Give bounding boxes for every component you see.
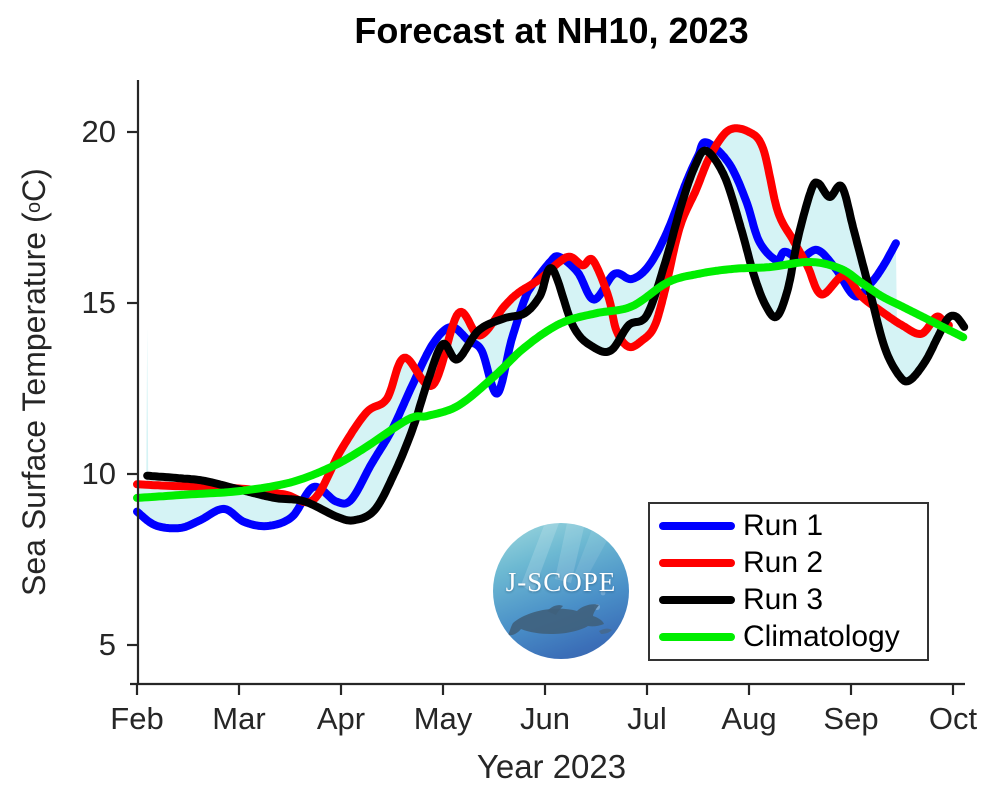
y-axis-label: Sea Surface Temperature (o C) [16, 80, 53, 684]
envelope-fill [137, 128, 949, 529]
y-axis-label-text: Sea Surface Temperature ( [16, 212, 52, 597]
x-tick-label-sep: Sep [823, 701, 879, 736]
x-tick-label-aug: Aug [721, 701, 777, 736]
run-3-swatch [659, 595, 735, 604]
x-tick-label-apr: Apr [316, 701, 366, 736]
degree-symbol: o [23, 201, 45, 213]
legend-item-climatology: Climatology [650, 619, 927, 655]
x-tick-label-feb: Feb [110, 701, 164, 736]
y-tick-label-20: 20 [81, 114, 116, 149]
jscope-logo: J-SCOPE [493, 523, 629, 659]
legend-label: Climatology [743, 619, 900, 653]
x-tick-label-oct: Oct [928, 701, 978, 736]
light-rays [521, 523, 609, 610]
y-tick-label-10: 10 [81, 456, 116, 491]
jscope-logo-text: J-SCOPE [505, 567, 617, 597]
run-2-swatch [659, 559, 735, 568]
x-tick-label-may: May [413, 701, 473, 736]
run-1-line [133, 138, 900, 533]
x-tick-label-mar: Mar [212, 701, 266, 736]
legend-label: Run 3 [743, 582, 824, 616]
x-tick-label-jul: Jul [627, 701, 667, 736]
run-1-swatch [659, 522, 735, 531]
y-tick-label-5: 5 [98, 627, 116, 662]
fish-icon [508, 604, 612, 636]
legend-item-run-3: Run 3 [650, 582, 927, 618]
legend-label: Run 2 [743, 546, 824, 580]
climatology-line [133, 258, 968, 502]
legend-item-run-2: Run 2 [650, 545, 927, 581]
x-axis-label: Year 2023 [476, 748, 627, 785]
legend: Run 1 Run 2 Run 3 Climatology [648, 502, 929, 661]
legend-item-run-1: Run 1 [650, 508, 927, 544]
climatology-swatch [659, 632, 735, 641]
legend-label: Run 1 [743, 509, 824, 543]
y-tick-label-15: 15 [81, 285, 116, 320]
y-axis-label-unit: C) [16, 167, 52, 202]
figure-title: Forecast at NH10, 2023 [354, 10, 749, 51]
x-tick-label-jun: Jun [520, 701, 570, 736]
run-2-line [133, 124, 953, 507]
